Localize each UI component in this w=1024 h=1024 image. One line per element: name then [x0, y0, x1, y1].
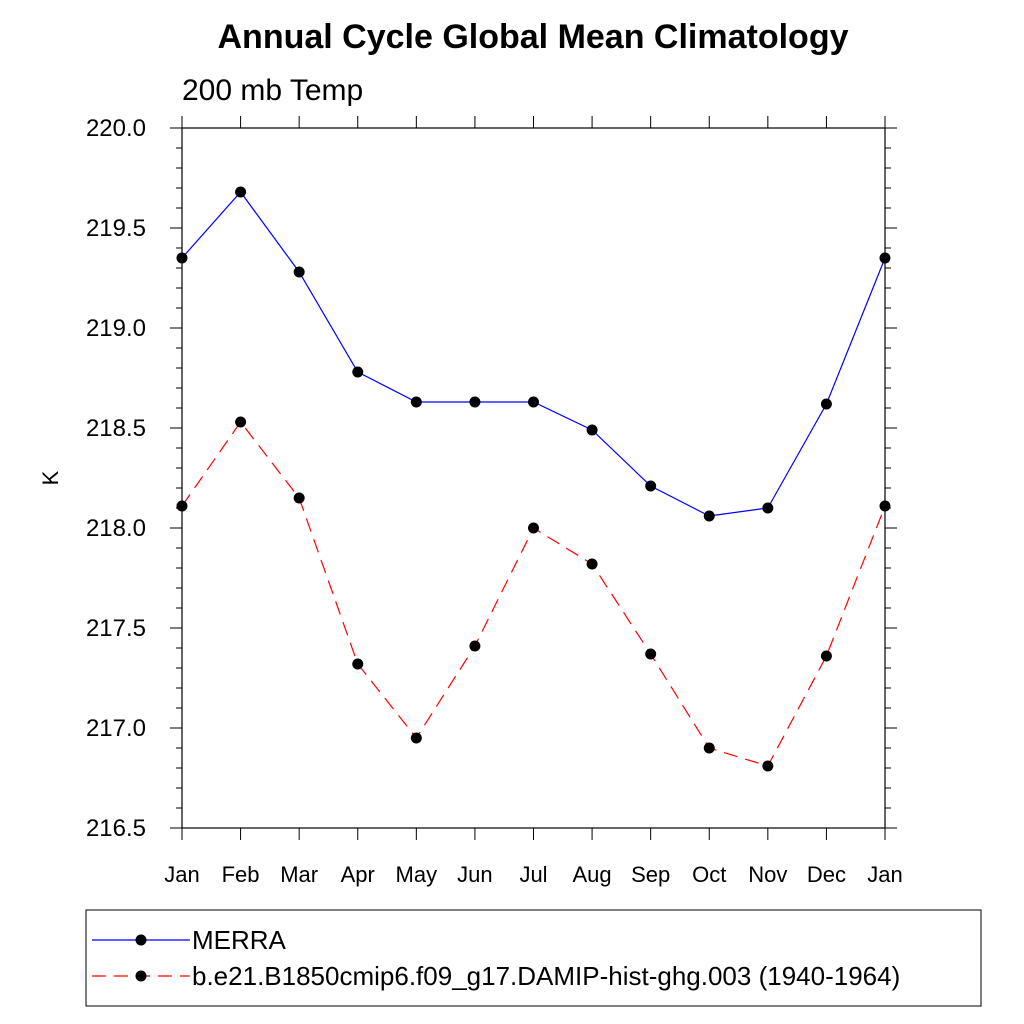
y-tick-label: 217.0 [86, 715, 146, 742]
series-1-point [469, 640, 481, 652]
series-0-point [879, 252, 891, 264]
series-0-point [352, 366, 364, 378]
legend: MERRA b.e21.B1850cmip6.f09_g17.DAMIP-hist… [92, 925, 900, 991]
series-1-point [352, 658, 364, 670]
x-tick-label: Aug [573, 862, 612, 887]
x-tick-label: Sep [631, 862, 670, 887]
y-tick-labels: 216.5 217.0 217.5 218.0 218.5 219.0 219.5 220.0 [86, 115, 146, 842]
chart-title: Annual Cycle Global Mean Climatology [218, 18, 849, 56]
y-tick-label: 216.5 [86, 815, 146, 842]
legend-marker-0 [135, 934, 147, 946]
series-0-point [586, 424, 598, 436]
axis-ticks [170, 116, 897, 840]
series-0-point [762, 502, 774, 514]
series-1-point [528, 522, 539, 534]
x-tick-label: Jan [867, 862, 902, 887]
series-1-point [586, 558, 598, 570]
series-0-point [820, 398, 832, 410]
series-0-point [293, 266, 305, 278]
x-tick-labels: Jan Feb Mar Apr May Jun Jul Aug Sep Oct Nov Dec Jan [164, 862, 902, 887]
legend-label-0: MERRA [192, 925, 287, 955]
legend-label-1: b.e21.B1850cmip6.f09_g17.DAMIP-hist-ghg.… [192, 961, 900, 991]
y-tick-label: 219.0 [86, 315, 146, 342]
series-0-point [410, 396, 422, 408]
series-lines [181, 191, 886, 767]
series-1-point [235, 416, 247, 428]
x-tick-label: Mar [280, 862, 318, 887]
x-tick-label: May [396, 862, 438, 887]
series-0-point [703, 510, 715, 522]
y-axis-label: K [38, 470, 63, 485]
x-tick-label: Dec [807, 862, 846, 887]
x-tick-label: Jul [519, 862, 547, 887]
series-line-0 [181, 191, 886, 517]
y-tick-label: 219.5 [86, 215, 146, 242]
y-tick-label: 217.5 [86, 615, 146, 642]
series-1-point [176, 500, 188, 512]
series-line-1 [181, 420, 886, 767]
series-1-point [703, 742, 715, 754]
series-0-point [235, 186, 247, 198]
legend-marker-1 [135, 970, 147, 982]
series-0-point [469, 396, 481, 408]
y-tick-label: 218.5 [86, 415, 146, 442]
series-1-point [645, 648, 657, 660]
plot-frame [181, 127, 886, 829]
series-1-point [410, 732, 422, 744]
series-1-point [820, 650, 832, 662]
x-tick-label: Jan [164, 862, 199, 887]
x-tick-label: Nov [748, 862, 787, 887]
x-tick-label: Feb [222, 862, 260, 887]
y-tick-label: 218.0 [86, 515, 146, 542]
series-0-point [645, 480, 657, 492]
series-1-point [879, 500, 891, 512]
series-0-point [176, 252, 188, 264]
legend-box [85, 909, 982, 1007]
y-tick-label: 220.0 [86, 115, 146, 142]
x-tick-label: Apr [341, 862, 375, 887]
series-0-point [528, 396, 539, 408]
chart-subtitle: 200 mb Temp [182, 74, 363, 107]
x-tick-label: Oct [692, 862, 726, 887]
series-points [176, 186, 891, 772]
series-1-point [293, 492, 305, 504]
x-tick-label: Jun [457, 862, 492, 887]
series-1-point [762, 760, 774, 772]
